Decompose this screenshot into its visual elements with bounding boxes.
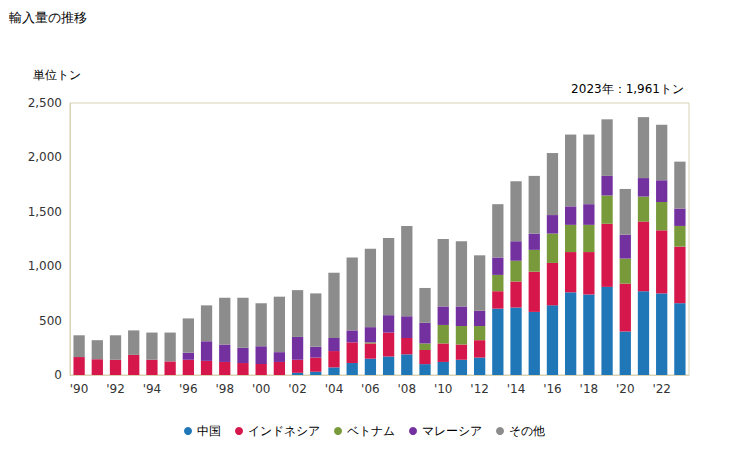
svg-text:2,000: 2,000 [28,150,62,164]
svg-text:1,000: 1,000 [28,259,62,273]
svg-text:'96: '96 [179,382,198,396]
svg-text:中国: 中国 [197,424,221,438]
svg-text:'10: '10 [434,382,453,396]
svg-text:'04: '04 [325,382,344,396]
svg-text:単位トン: 単位トン [33,68,81,82]
svg-text:その他: その他 [509,424,545,438]
svg-text:'92: '92 [106,382,125,396]
svg-text:'00: '00 [252,382,271,396]
svg-text:'16: '16 [543,382,562,396]
svg-text:2,500: 2,500 [28,96,62,110]
svg-text:ベトナム: ベトナム [347,424,395,438]
svg-text:'08: '08 [398,382,417,396]
svg-text:'22: '22 [652,382,671,396]
svg-text:輸入量の推移: 輸入量の推移 [9,10,87,25]
svg-text:マレーシア: マレーシア [422,424,482,438]
svg-text:'12: '12 [470,382,489,396]
svg-text:'20: '20 [616,382,635,396]
svg-text:0: 0 [54,368,62,382]
svg-text:インドネシア: インドネシア [248,424,320,438]
svg-text:'14: '14 [507,382,526,396]
svg-text:'06: '06 [361,382,380,396]
svg-text:'02: '02 [288,382,307,396]
svg-text:1,500: 1,500 [28,205,62,219]
svg-text:'94: '94 [143,382,162,396]
svg-text:'98: '98 [215,382,234,396]
svg-text:'18: '18 [580,382,599,396]
svg-text:500: 500 [39,314,62,328]
svg-text:'90: '90 [70,382,89,396]
svg-text:2023年：1,961トン: 2023年：1,961トン [571,82,684,96]
